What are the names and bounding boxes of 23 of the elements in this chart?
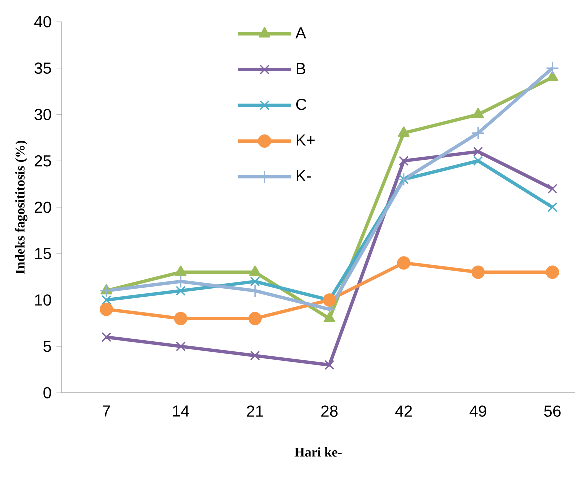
- y-tick-label: 35: [34, 62, 52, 74]
- x-tick-label: 56: [544, 406, 561, 418]
- y-axis-title: Indeks fagosititosis (%): [15, 141, 28, 274]
- y-tick-label: 0: [44, 387, 52, 399]
- legend-label: C: [296, 98, 307, 110]
- y-tick-label: 30: [34, 109, 52, 120]
- y-tick-label: 10: [35, 294, 52, 306]
- legend-label: A: [296, 28, 306, 39]
- y-tick-label: 40: [34, 16, 52, 28]
- y-tick-label: 5: [44, 341, 52, 352]
- x-tick-label: 28: [322, 406, 338, 418]
- legend-label: B: [296, 63, 306, 74]
- y-tick-label: 15: [35, 248, 52, 260]
- x-tick-label: 42: [395, 406, 412, 417]
- y-tick-label: 25: [34, 155, 52, 167]
- y-tick-label: 20: [34, 202, 52, 214]
- x-axis-title: Hari ke-: [294, 448, 342, 457]
- x-tick-label: 21: [247, 406, 264, 417]
- x-tick-label: 7: [102, 406, 110, 417]
- legend-label: K+: [296, 134, 315, 146]
- x-tick-label: 49: [470, 406, 486, 418]
- legend-label: K-: [296, 170, 311, 182]
- x-tick-label: 14: [173, 406, 190, 417]
